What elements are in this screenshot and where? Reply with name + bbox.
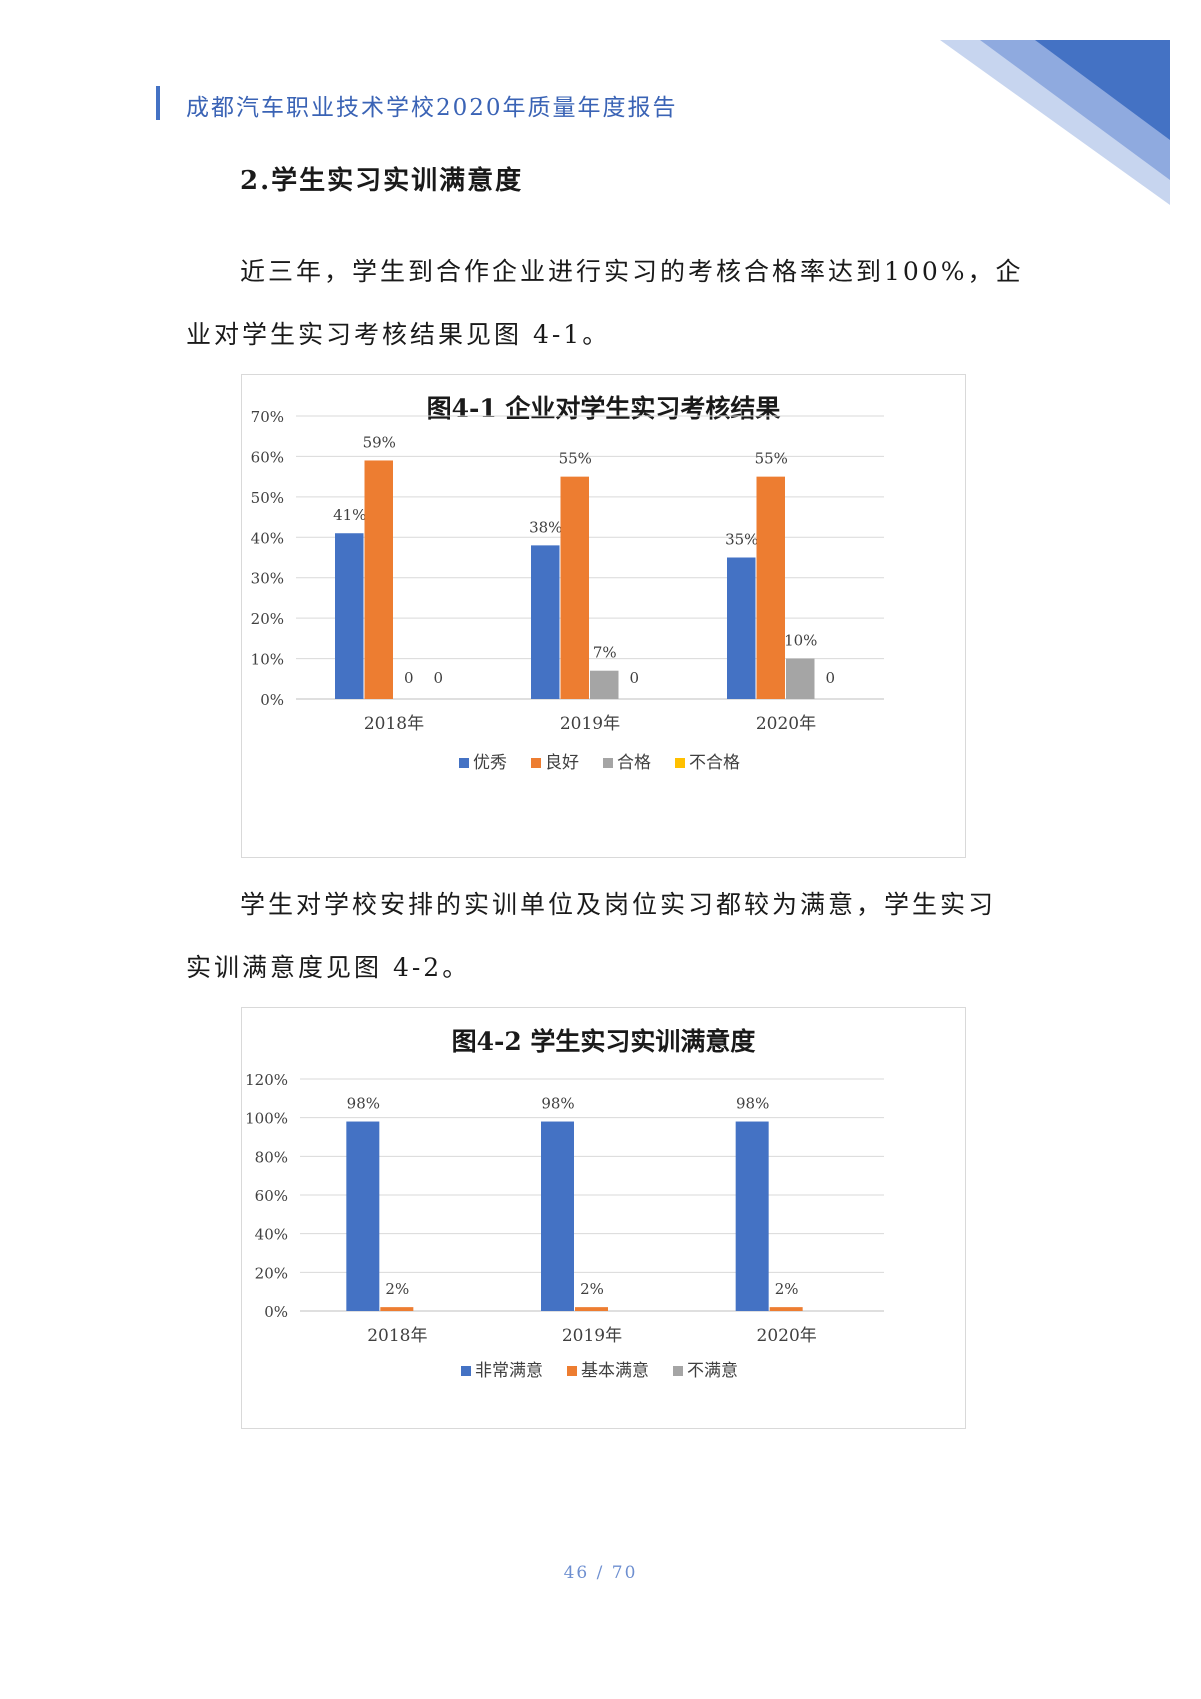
paragraph-2-line-2: 实训满意度见图 4-2。	[186, 953, 471, 982]
bar-优秀-2020年	[727, 557, 756, 699]
section-title: 2.学生实习实训满意度	[240, 166, 524, 196]
data-label: 0	[433, 669, 443, 687]
y-tick-label: 40%	[251, 529, 284, 547]
data-label: 98%	[347, 1095, 380, 1113]
y-tick-label: 0%	[260, 691, 284, 709]
chart-4-2-frame: 图4-2 学生实习实训满意度 0% 20% 40% 60% 80% 100% 120% 98% 2…	[241, 1007, 966, 1429]
y-tick-label: 10%	[251, 651, 284, 669]
data-label: 38%	[529, 518, 562, 536]
y-tick-label: 100%	[245, 1110, 288, 1128]
chart-4-1: 图4-1 企业对学生实习考核结果 0% 10% 20% 30% 40% 50% 60% 70% 4…	[251, 394, 884, 773]
y-tick-label: 60%	[251, 448, 284, 466]
y-tick-label: 120%	[245, 1071, 288, 1089]
data-label: 0	[404, 669, 414, 687]
legend-swatch	[567, 1366, 577, 1376]
bar-非常满意-2018年	[346, 1121, 380, 1311]
y-tick-label: 80%	[255, 1148, 288, 1166]
data-label: 2%	[385, 1280, 409, 1298]
legend-label: 优秀	[473, 753, 507, 773]
y-tick-label: 60%	[255, 1187, 288, 1205]
bar-良好-2019年	[560, 476, 589, 699]
data-label: 35%	[725, 531, 758, 549]
bar-优秀-2019年	[531, 545, 560, 699]
paragraph-1-line-1: 近三年，学生到合作企业进行实习的考核合格率达到100%，企	[240, 257, 1024, 286]
bar-优秀-2018年	[335, 533, 364, 699]
page-number: 46 / 70	[563, 1563, 638, 1583]
corner-decoration	[940, 40, 1170, 205]
data-label: 55%	[559, 450, 592, 468]
bar-合格-2019年	[590, 670, 619, 699]
legend-swatch	[461, 1366, 471, 1376]
chart-title: 图4-2 学生实习实训满意度	[452, 1027, 756, 1056]
legend-label: 基本满意	[581, 1361, 649, 1381]
y-tick-label: 30%	[251, 570, 284, 588]
data-label: 7%	[593, 644, 617, 662]
bar-基本满意-2020年	[769, 1307, 803, 1311]
x-tick-label: 2018年	[367, 1326, 427, 1346]
bar-非常满意-2020年	[735, 1121, 769, 1311]
legend-swatch	[531, 758, 541, 768]
y-tick-label: 50%	[251, 489, 284, 507]
data-label: 98%	[736, 1095, 769, 1113]
data-label: 2%	[775, 1280, 799, 1298]
y-tick-label: 40%	[255, 1226, 288, 1244]
data-label: 98%	[541, 1095, 574, 1113]
data-label: 0	[629, 669, 639, 687]
bar-良好-2018年	[364, 460, 393, 699]
bar-合格-2020年	[786, 658, 815, 699]
chart-title: 图4-1 企业对学生实习考核结果	[427, 394, 781, 423]
y-tick-label: 70%	[251, 408, 284, 426]
data-label: 55%	[755, 450, 788, 468]
data-label: 59%	[363, 433, 396, 451]
x-tick-label: 2019年	[560, 714, 620, 734]
report-header-title: 成都汽车职业技术学校2020年质量年度报告	[186, 95, 678, 121]
legend-swatch	[673, 1366, 683, 1376]
x-tick-label: 2018年	[364, 714, 424, 734]
data-label: 41%	[333, 506, 366, 524]
bar-非常满意-2019年	[541, 1121, 574, 1311]
x-tick-label: 2019年	[562, 1326, 622, 1346]
x-tick-label: 2020年	[756, 714, 816, 734]
y-tick-label: 20%	[251, 610, 284, 628]
data-label: 0	[825, 669, 835, 687]
legend-swatch	[603, 758, 613, 768]
legend-label: 良好	[545, 753, 579, 773]
y-tick-label: 20%	[255, 1264, 288, 1282]
data-label: 10%	[784, 632, 817, 650]
legend-label: 不满意	[687, 1361, 738, 1381]
legend-label: 合格	[617, 753, 651, 773]
x-tick-label: 2020年	[757, 1326, 817, 1346]
data-label: 2%	[580, 1280, 604, 1298]
chart-4-1-frame: 图4-1 企业对学生实习考核结果 0% 10% 20% 30% 40% 50% 60% 70% 4…	[241, 374, 966, 858]
bar-基本满意-2018年	[380, 1307, 414, 1311]
chart-4-2: 图4-2 学生实习实训满意度 0% 20% 40% 60% 80% 100% 120% 98% 2…	[245, 1027, 884, 1381]
y-tick-label: 0%	[264, 1303, 288, 1321]
bar-基本满意-2019年	[575, 1307, 608, 1311]
legend-swatch	[675, 758, 685, 768]
legend-label: 不合格	[689, 753, 740, 773]
paragraph-2-line-1: 学生对学校安排的实训单位及岗位实习都较为满意，学生实习	[240, 890, 997, 919]
legend-label: 非常满意	[475, 1361, 543, 1381]
bar-良好-2020年	[756, 476, 785, 699]
legend-swatch	[459, 758, 469, 768]
paragraph-1-line-2: 业对学生实习考核结果见图 4-1。	[186, 320, 611, 349]
header-accent-bar	[156, 86, 160, 120]
